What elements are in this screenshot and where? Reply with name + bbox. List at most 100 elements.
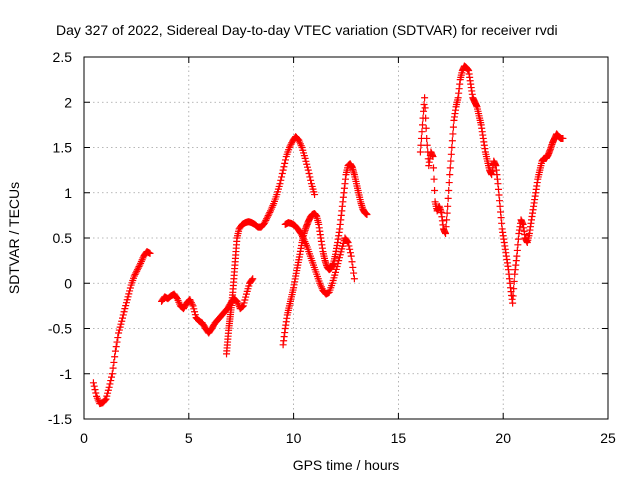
data-point — [448, 144, 456, 151]
data-point — [108, 373, 116, 381]
data-point — [311, 191, 319, 199]
data-point — [449, 130, 457, 138]
data-point — [113, 338, 121, 346]
data-point — [240, 299, 248, 307]
data-point — [423, 141, 431, 149]
data-point — [260, 220, 268, 228]
data-point — [112, 343, 120, 351]
data-point — [188, 300, 196, 308]
data-point — [104, 386, 112, 394]
data-point — [287, 140, 295, 148]
data-point — [442, 229, 450, 237]
data-point — [445, 179, 453, 187]
x-tick-label: 15 — [391, 430, 407, 446]
data-point — [249, 275, 257, 283]
data-point — [509, 292, 517, 300]
data-point — [191, 311, 199, 319]
y-tick-label: -0.5 — [48, 321, 72, 337]
data-point — [261, 218, 269, 226]
data-point — [344, 239, 352, 247]
data-point — [146, 249, 154, 257]
data-point — [248, 276, 256, 284]
data-point — [116, 323, 124, 331]
data-point — [264, 212, 272, 220]
data-point — [278, 173, 286, 181]
data-point — [191, 308, 199, 316]
data-point — [132, 269, 140, 277]
data-point — [186, 296, 194, 304]
data-point — [299, 233, 307, 241]
data-point — [332, 265, 340, 273]
y-tick-label: 2 — [64, 94, 72, 110]
data-point — [241, 296, 249, 304]
data-point — [346, 249, 354, 257]
data-point — [429, 153, 437, 161]
data-point — [114, 334, 122, 342]
data-point — [122, 299, 130, 307]
data-point — [349, 263, 357, 271]
axis-ticks: 0 5 10 15 20 25 -1.5 -1 -0.5 0 0.5 1 1.5 2 2.5 — [48, 49, 616, 446]
y-tick-label: 1.5 — [53, 140, 73, 156]
data-point — [265, 210, 273, 218]
data-point — [306, 173, 314, 181]
y-tick-label: 0 — [64, 275, 72, 291]
data-point — [118, 317, 126, 325]
data-point — [307, 176, 315, 184]
data-point — [446, 171, 454, 179]
data-point — [304, 166, 312, 174]
data-point — [101, 396, 109, 404]
data-point — [172, 294, 180, 302]
data-point — [445, 186, 453, 194]
data-point — [122, 302, 130, 310]
data-point — [277, 176, 285, 184]
data-point — [123, 296, 131, 304]
data-point — [444, 194, 452, 202]
data-points — [89, 62, 567, 408]
data-point — [348, 258, 356, 266]
data-point — [444, 202, 452, 210]
data-point — [92, 389, 100, 397]
data-point — [303, 163, 311, 171]
data-point — [91, 386, 99, 394]
data-point — [135, 263, 143, 271]
data-point — [242, 293, 250, 301]
data-point — [421, 94, 429, 102]
x-tick-label: 0 — [80, 430, 88, 446]
data-point — [416, 148, 424, 156]
data-point — [136, 261, 144, 269]
data-point — [430, 164, 438, 172]
data-point — [190, 305, 198, 313]
data-point — [298, 231, 306, 239]
data-point — [286, 142, 294, 150]
data-point — [335, 257, 343, 265]
data-point — [346, 245, 354, 253]
data-point — [343, 237, 351, 245]
data-point — [115, 326, 123, 334]
data-point — [510, 277, 518, 285]
data-point — [125, 290, 133, 298]
data-point — [422, 124, 430, 132]
data-point — [119, 314, 127, 322]
data-point — [130, 272, 138, 280]
y-tick-label: -1 — [60, 366, 73, 382]
data-point — [363, 210, 371, 218]
data-point — [333, 263, 341, 271]
data-point — [121, 305, 129, 313]
data-point — [124, 293, 132, 301]
x-tick-label: 20 — [495, 430, 511, 446]
data-point — [420, 107, 428, 115]
data-point — [442, 223, 450, 231]
data-point — [126, 284, 134, 292]
data-point — [131, 270, 139, 278]
data-point — [345, 242, 353, 250]
data-point — [111, 353, 119, 361]
data-point — [134, 264, 142, 272]
data-point — [266, 208, 274, 216]
data-point — [103, 392, 111, 400]
data-point — [239, 302, 247, 310]
chart-title: Day 327 of 2022, Sidereal Day-to-day VTE… — [56, 22, 558, 38]
data-point — [119, 311, 127, 319]
data-point — [187, 299, 195, 307]
